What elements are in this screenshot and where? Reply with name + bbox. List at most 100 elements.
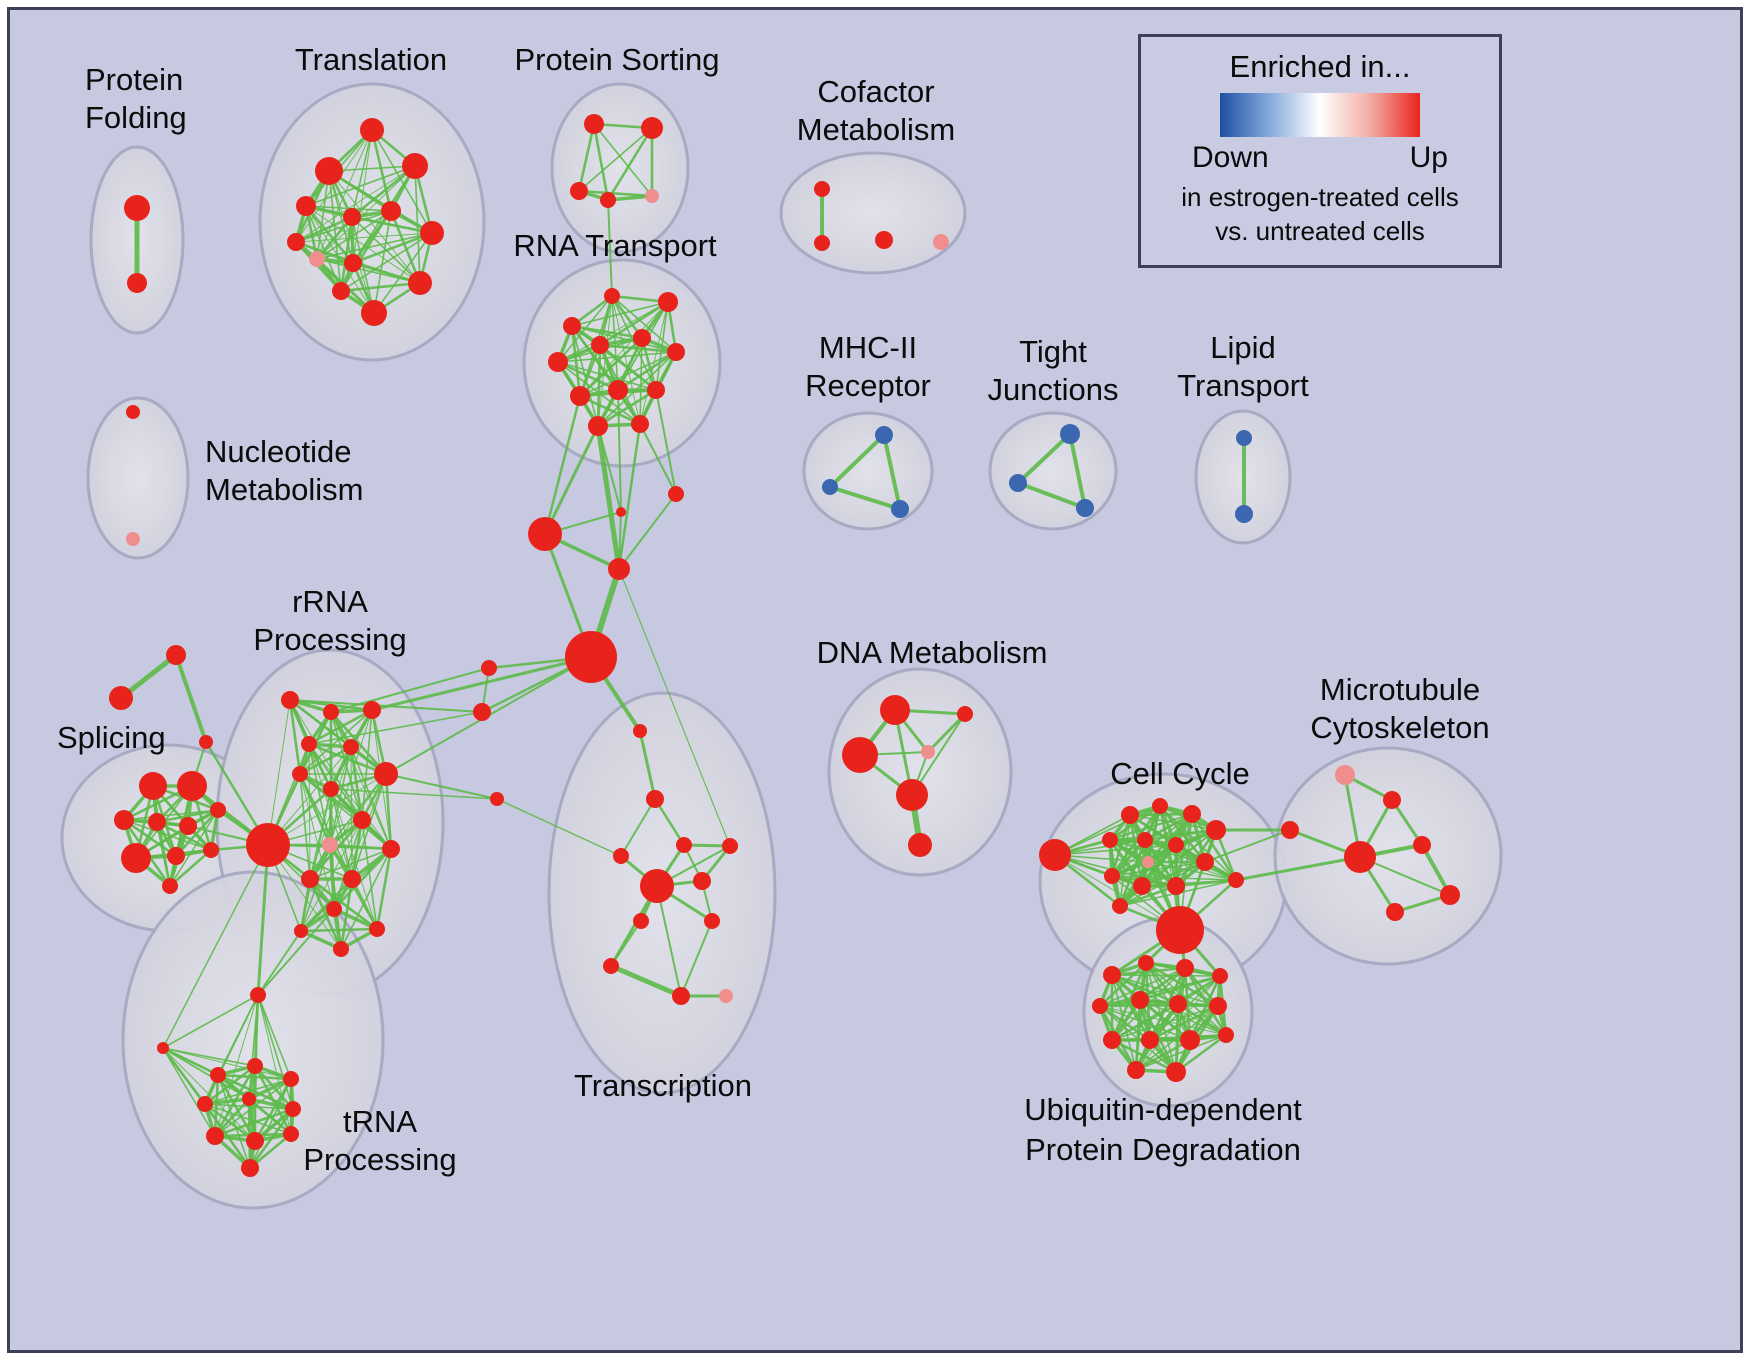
node-tx2 [646, 790, 664, 808]
node-u2 [1138, 955, 1154, 971]
node-r7 [667, 343, 685, 361]
node-ps5 [645, 189, 659, 203]
node-tx4 [722, 838, 738, 854]
node-tx3 [676, 837, 692, 853]
node-cf2 [814, 235, 830, 251]
node-rr9 [246, 823, 290, 867]
node-tr8 [285, 1101, 301, 1117]
node-tr12 [241, 1159, 259, 1177]
cluster-label-nucleotide-metabolism: Metabolism [205, 472, 364, 507]
node-pf1 [124, 195, 150, 221]
node-r9 [608, 380, 628, 400]
cluster-label-dna-metabolism: DNA Metabolism [817, 635, 1048, 670]
node-r4 [548, 352, 568, 372]
node-ps4 [600, 192, 616, 208]
node-c12 [1133, 877, 1151, 895]
node-h6 [481, 660, 497, 676]
cluster-label-microtubule-cytoskeleton: Microtubule [1320, 672, 1480, 707]
node-ps3 [570, 182, 588, 200]
node-m2 [822, 479, 838, 495]
node-tx11 [672, 987, 690, 1005]
node-tr6 [197, 1096, 213, 1112]
node-c4 [1183, 805, 1201, 823]
cluster-label-tight-junctions: Tight [1019, 334, 1087, 369]
node-c16 [1156, 906, 1204, 954]
cluster-label-rrna-processing: Processing [253, 622, 406, 657]
node-t9 [344, 254, 362, 272]
node-rr1 [281, 691, 299, 709]
node-c14 [1228, 872, 1244, 888]
cluster-protein-sorting [550, 82, 690, 254]
cluster-label-protein-sorting: Protein Sorting [514, 42, 719, 77]
node-mt1 [1335, 765, 1355, 785]
node-h4 [608, 558, 630, 580]
node-u9 [1103, 1031, 1121, 1049]
node-u6 [1131, 991, 1149, 1009]
node-sp7 [121, 843, 151, 873]
cluster-label-splicing: Splicing [57, 720, 166, 755]
cluster-mhc-ii-receptor [802, 411, 934, 531]
node-u11 [1180, 1030, 1200, 1050]
node-c13 [1167, 877, 1185, 895]
cluster-label-rrna-processing: rRNA [292, 584, 368, 619]
node-pf2 [127, 273, 147, 293]
node-h2 [616, 507, 626, 517]
node-r3 [658, 292, 678, 312]
node-st2 [109, 686, 133, 710]
node-mt7 [1386, 903, 1404, 921]
node-c1 [1039, 839, 1071, 871]
node-cf1 [814, 181, 830, 197]
node-st3 [199, 735, 213, 749]
node-sp1 [139, 772, 167, 800]
node-tx5 [613, 848, 629, 864]
node-c10 [1196, 853, 1214, 871]
node-rr16 [294, 924, 308, 938]
node-tj2 [1009, 474, 1027, 492]
node-tr3 [210, 1067, 226, 1083]
cluster-label-lipid-transport: Transport [1177, 368, 1309, 403]
node-sp10 [162, 878, 178, 894]
legend-title: Enriched in... [1229, 49, 1411, 84]
cluster-label-cofactor-metabolism: Cofactor [817, 74, 934, 109]
node-tx8 [704, 913, 720, 929]
node-tx7 [693, 872, 711, 890]
node-rr10 [322, 837, 338, 853]
cluster-label-cofactor-metabolism: Metabolism [797, 112, 956, 147]
cluster-label-rna-transport: RNA Transport [513, 228, 717, 263]
node-t8 [309, 251, 325, 267]
node-m1 [875, 426, 893, 444]
node-ps1 [584, 114, 604, 134]
node-u1 [1103, 966, 1121, 984]
cluster-label-transcription: Transcription [574, 1068, 752, 1103]
node-n2 [126, 532, 140, 546]
node-t6 [381, 201, 401, 221]
node-tr11 [283, 1126, 299, 1142]
node-h3 [528, 517, 562, 551]
cluster-label-trna-processing: tRNA [343, 1104, 417, 1139]
node-rr8 [323, 781, 339, 797]
node-l2 [1235, 505, 1253, 523]
legend: Enriched in... Down Up in estrogen-treat… [1138, 34, 1502, 268]
node-rr12 [382, 840, 400, 858]
node-rr5 [343, 739, 359, 755]
node-d5 [896, 779, 928, 811]
node-u7 [1169, 995, 1187, 1013]
legend-ends-row: Down Up [1192, 141, 1448, 175]
node-u10 [1141, 1031, 1159, 1049]
node-t2 [315, 157, 343, 185]
node-tr7 [242, 1092, 256, 1106]
node-tr1 [250, 987, 266, 1003]
node-mt5 [1413, 836, 1431, 854]
cluster-label-translation: Translation [295, 42, 447, 77]
node-c7 [1137, 832, 1153, 848]
node-rr14 [343, 870, 361, 888]
node-mt2 [1383, 791, 1401, 809]
node-t10 [408, 271, 432, 295]
node-r10 [647, 381, 665, 399]
node-tr2 [157, 1042, 169, 1054]
cluster-label-cell-cycle: Cell Cycle [1110, 756, 1250, 791]
node-rr3 [363, 701, 381, 719]
legend-subtitle-2: vs. untreated cells [1215, 215, 1425, 246]
node-rr17 [333, 941, 349, 957]
